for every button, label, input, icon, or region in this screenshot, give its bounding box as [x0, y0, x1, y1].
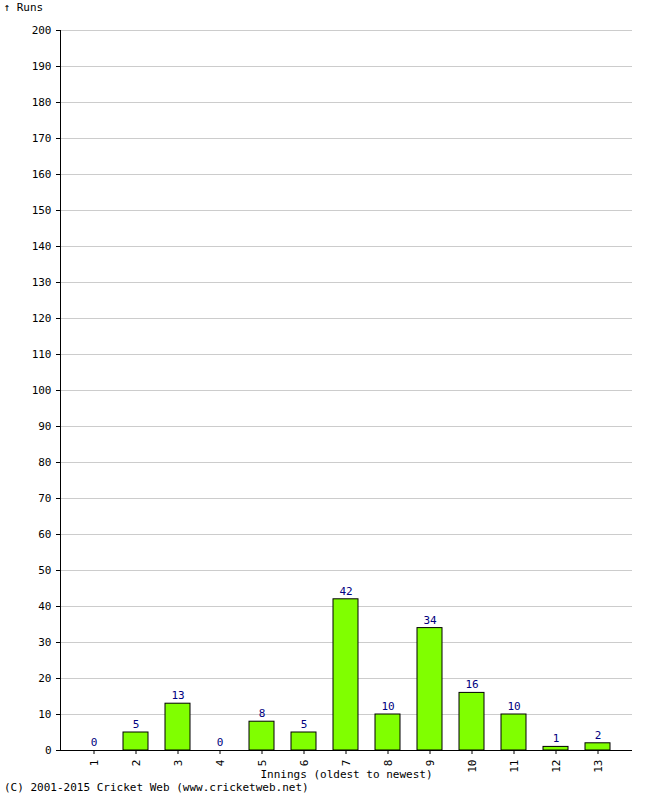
svg-text:Innings (oldest to newest): Innings (oldest to newest) [260, 768, 432, 781]
svg-text:10: 10 [381, 700, 394, 713]
svg-text:10: 10 [38, 708, 51, 721]
html-text:(C) 2001-2015 Cricket Web (www: (C) 2001-2015 Cricket Web (www.cricketwe… [4, 781, 309, 794]
svg-text:9: 9 [424, 760, 437, 767]
svg-text:13: 13 [592, 760, 605, 773]
svg-text:5: 5 [133, 718, 140, 731]
svg-text:0: 0 [91, 736, 98, 749]
svg-text:130: 130 [32, 276, 52, 289]
svg-text:5: 5 [256, 760, 269, 767]
svg-text:200: 200 [32, 24, 52, 37]
svg-text:100: 100 [32, 384, 52, 397]
svg-text:5: 5 [301, 718, 308, 731]
svg-text:4: 4 [214, 759, 227, 766]
svg-text:110: 110 [32, 348, 52, 361]
svg-text:20: 20 [38, 672, 51, 685]
svg-text:190: 190 [32, 60, 52, 73]
svg-text:2: 2 [130, 760, 143, 767]
svg-text:1: 1 [553, 732, 560, 745]
svg-text:150: 150 [32, 204, 52, 217]
svg-text:3: 3 [172, 760, 185, 767]
svg-text:8: 8 [382, 760, 395, 767]
svg-text:1: 1 [88, 760, 101, 767]
svg-text:34: 34 [423, 614, 437, 627]
svg-text:170: 170 [32, 132, 52, 145]
svg-text:7: 7 [340, 760, 353, 767]
svg-text:8: 8 [259, 707, 266, 720]
svg-text:70: 70 [38, 492, 51, 505]
svg-text:6: 6 [298, 760, 311, 767]
svg-text:10: 10 [466, 760, 479, 773]
svg-text:50: 50 [38, 564, 51, 577]
svg-text:12: 12 [550, 760, 563, 773]
svg-text:40: 40 [38, 600, 51, 613]
svg-text:0: 0 [45, 744, 52, 757]
svg-text:10: 10 [507, 700, 520, 713]
svg-text:42: 42 [339, 585, 352, 598]
svg-text:13: 13 [171, 689, 184, 702]
svg-text:11: 11 [508, 760, 521, 773]
svg-text:180: 180 [32, 96, 52, 109]
svg-text:0: 0 [217, 736, 224, 749]
svg-text:140: 140 [32, 240, 52, 253]
svg-text:90: 90 [38, 420, 51, 433]
svg-text:80: 80 [38, 456, 51, 469]
svg-text:2: 2 [595, 729, 602, 742]
svg-text:↑ Runs: ↑ Runs [4, 1, 44, 14]
svg-text:16: 16 [465, 678, 478, 691]
svg-text:30: 30 [38, 636, 51, 649]
svg-text:120: 120 [32, 312, 52, 325]
svg-text:60: 60 [38, 528, 51, 541]
svg-text:160: 160 [32, 168, 52, 181]
